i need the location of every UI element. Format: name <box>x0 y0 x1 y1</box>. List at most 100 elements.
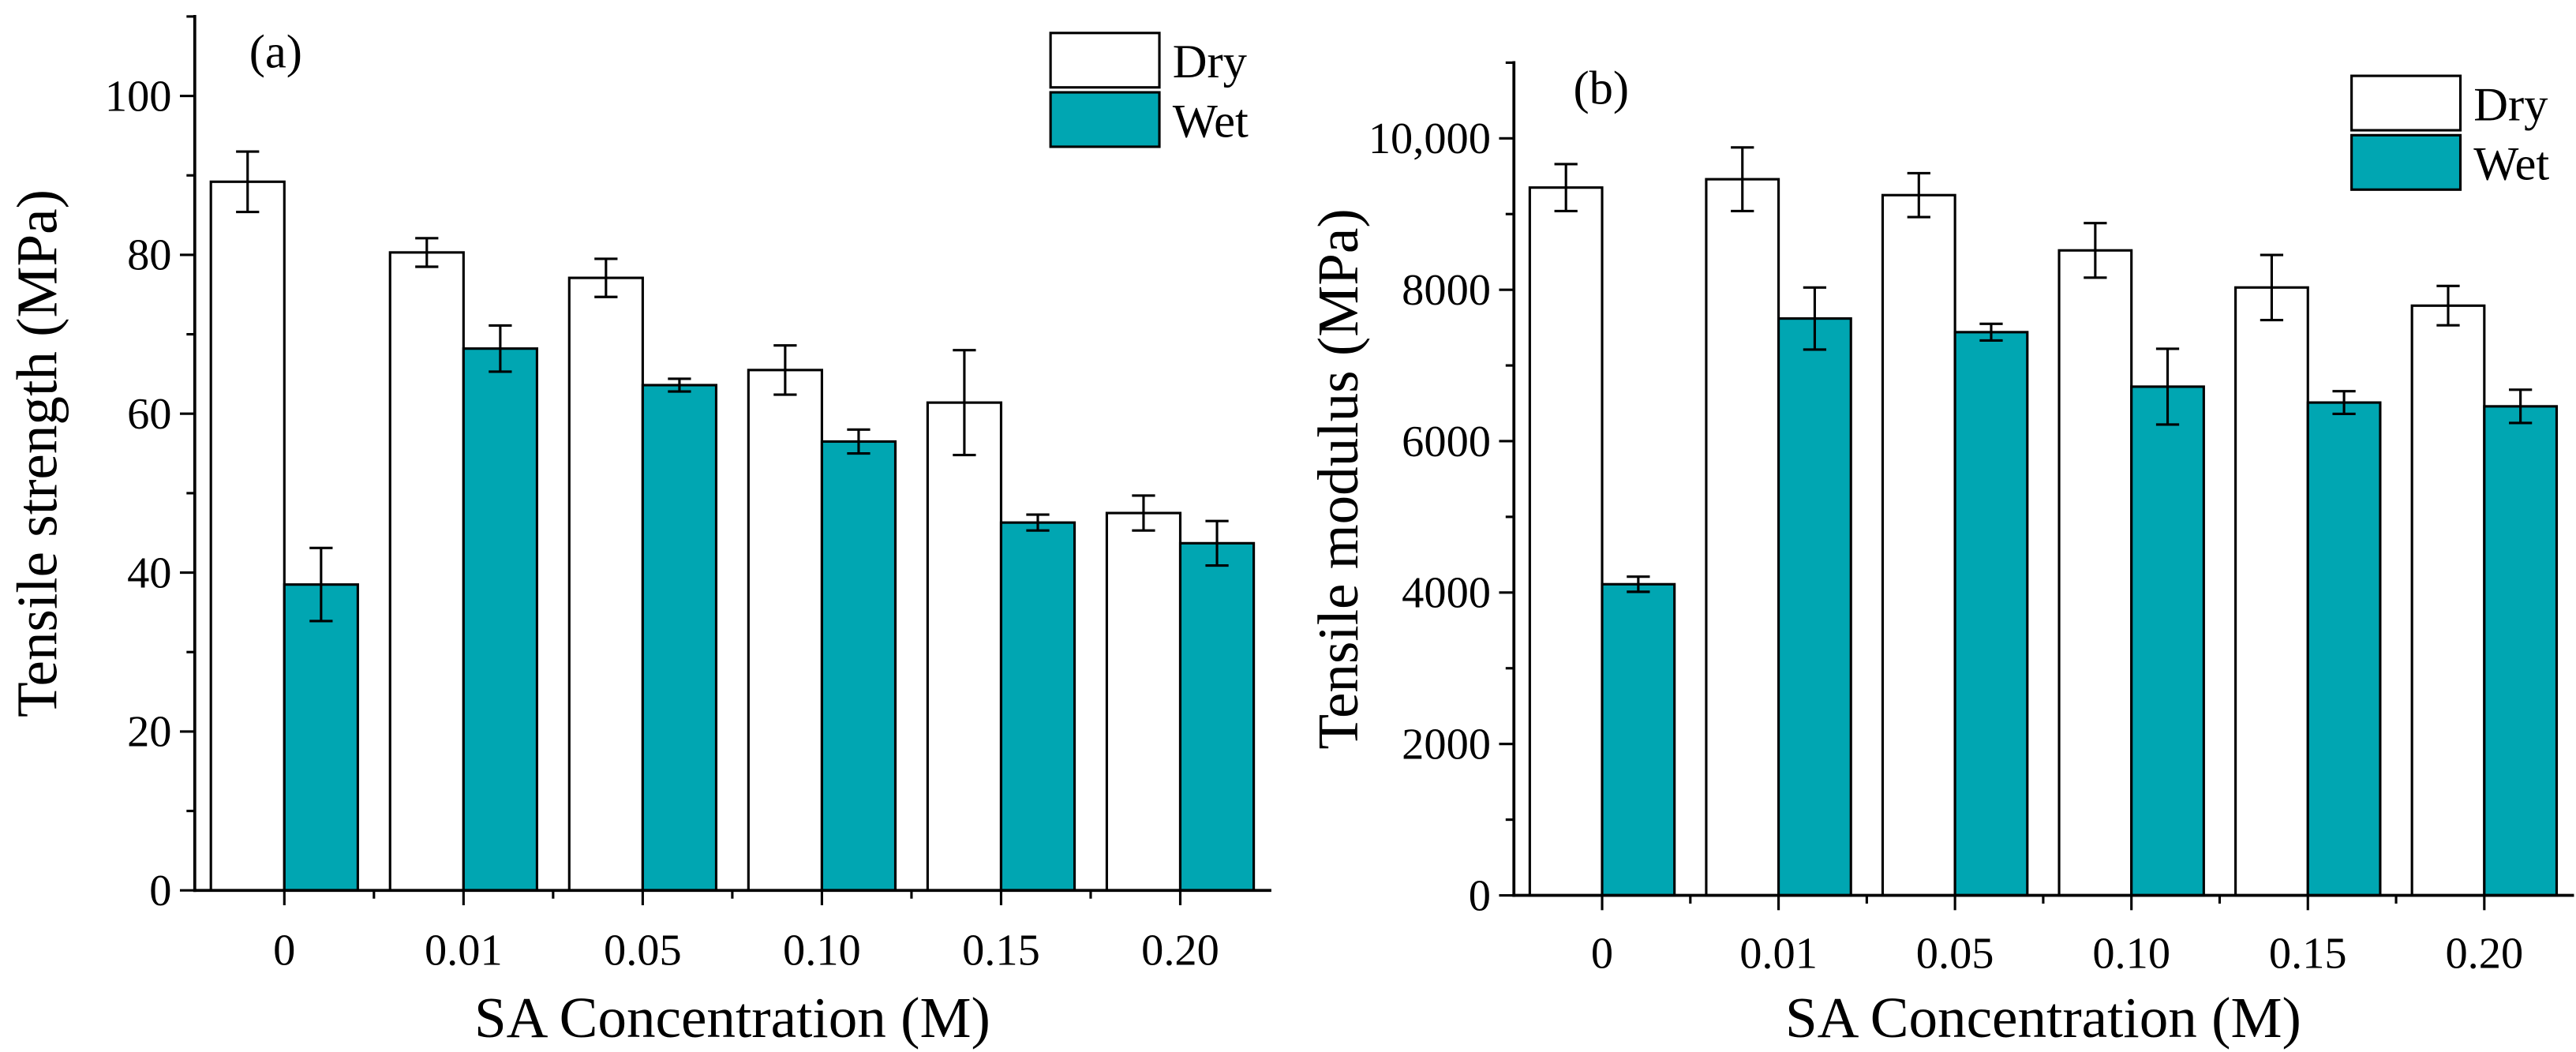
bar-wet-1 <box>462 347 538 892</box>
legend-swatch-dry <box>1049 32 1161 89</box>
error-bar-dry-2 <box>594 257 618 298</box>
bar-dry-1 <box>388 251 465 892</box>
error-bar-dry-3 <box>773 344 797 396</box>
y-tick-label: 4000 <box>1402 569 1491 618</box>
tick-labels: 0 2000 4000 6000 8000 10,000 0 0.01 0.05 0.10 0.15… <box>1368 114 2523 978</box>
error-bar-dry-4 <box>953 349 976 457</box>
legend-item-wet: Wet <box>1049 91 1249 148</box>
bar-wet-1 <box>1777 317 1852 897</box>
x-tick-label: 0.15 <box>2269 929 2347 978</box>
y-axis-label: Tensile strength (MPa) <box>5 189 69 717</box>
bar-dry-2 <box>1881 193 1956 897</box>
legend: Dry Wet <box>1049 32 1249 148</box>
bars <box>209 180 1256 892</box>
error-bar-wet-3 <box>847 428 871 455</box>
bar-dry-4 <box>926 401 1003 892</box>
error-bar-dry-3 <box>2084 222 2107 279</box>
bar-dry-0 <box>1528 186 1604 897</box>
legend-swatch-wet <box>1049 91 1161 148</box>
error-bar-wet-3 <box>2155 347 2180 426</box>
error-bars <box>1554 146 2533 593</box>
y-tick-label: 8000 <box>1402 266 1491 315</box>
error-bar-dry-5 <box>1132 494 1155 532</box>
x-tick-label: 0.10 <box>2092 929 2170 978</box>
error-bar-dry-0 <box>236 150 260 214</box>
x-tick-label: 0 <box>1591 929 1613 978</box>
x-tick-label: 0.20 <box>2445 929 2523 978</box>
error-bar-wet-0 <box>1627 575 1650 593</box>
legend-item-wet: Wet <box>2350 133 2549 191</box>
y-tick-label: 10,000 <box>1368 114 1491 163</box>
legend-label-dry: Dry <box>1173 36 1248 88</box>
x-tick-label: 0 <box>273 926 295 975</box>
error-bar-wet-2 <box>1979 322 2003 342</box>
ticks <box>1499 61 2486 911</box>
x-axis-label: SA Concentration (M) <box>474 986 990 1050</box>
bar-wet-4 <box>2306 401 2382 897</box>
error-bar-dry-5 <box>2436 284 2460 327</box>
bar-dry-0 <box>209 180 286 892</box>
x-tick-label: 0.05 <box>1916 929 1994 978</box>
x-tick-label: 0.15 <box>962 926 1040 975</box>
x-tick-label: 0.05 <box>604 926 682 975</box>
legend: Dry Wet <box>2350 74 2549 191</box>
bar-wet-3 <box>820 440 897 892</box>
error-bar-wet-2 <box>668 377 691 393</box>
error-bar-wet-5 <box>2509 388 2533 425</box>
y-axis-label: Tensile modulus (MPa) <box>1306 208 1370 749</box>
x-tick-label: 0.10 <box>783 926 861 975</box>
error-bar-dry-1 <box>415 237 439 268</box>
error-bar-wet-1 <box>1803 286 1827 351</box>
legend-item-dry: Dry <box>1049 32 1248 89</box>
y-tick-label: 20 <box>127 708 171 757</box>
y-tick-label: 40 <box>127 548 171 597</box>
legend-label-wet: Wet <box>1173 95 1249 148</box>
error-bar-wet-1 <box>489 324 512 373</box>
error-bar-wet-0 <box>309 546 333 623</box>
y-tick-label: 0 <box>1469 871 1491 920</box>
y-tick-label: 0 <box>149 867 171 915</box>
y-tick-label: 6000 <box>1402 417 1491 466</box>
error-bar-wet-4 <box>1026 513 1050 532</box>
y-tick-label: 2000 <box>1402 720 1491 769</box>
bar-wet-0 <box>1601 582 1676 897</box>
bar-dry-5 <box>2410 304 2486 897</box>
error-bar-dry-4 <box>2260 253 2284 322</box>
error-bar-wet-4 <box>2332 390 2356 416</box>
error-bar-dry-2 <box>1907 171 1930 219</box>
bar-wet-3 <box>2130 385 2205 897</box>
x-tick-label: 0.01 <box>425 926 503 975</box>
legend-swatch-wet <box>2350 133 2462 191</box>
bar-wet-2 <box>641 384 718 892</box>
y-tick-label: 100 <box>105 72 172 121</box>
panel-label: (b) <box>1573 62 1629 115</box>
bar-wet-0 <box>283 583 359 892</box>
bar-dry-2 <box>567 276 644 892</box>
bar-wet-5 <box>1178 541 1256 892</box>
bars <box>1528 178 2559 897</box>
legend-swatch-dry <box>2350 74 2462 132</box>
bar-dry-5 <box>1105 511 1182 892</box>
panel-label: (a) <box>249 26 302 79</box>
bar-dry-3 <box>2057 249 2133 897</box>
y-tick-label: 80 <box>127 231 171 280</box>
x-tick-label: 0.20 <box>1141 926 1219 975</box>
error-bar-dry-0 <box>1554 163 1578 212</box>
legend-label-dry: Dry <box>2473 79 2548 132</box>
ticks <box>179 15 1182 906</box>
bar-wet-5 <box>2483 405 2559 897</box>
x-tick-label: 0.01 <box>1739 929 1818 978</box>
error-bar-wet-5 <box>1205 519 1229 567</box>
panel-a: 0 20 40 60 80 100 0 0.01 0.05 0.10 0.15 0.20 SA Conc… <box>5 15 1271 1050</box>
legend-item-dry: Dry <box>2350 74 2548 132</box>
tick-labels: 0 20 40 60 80 100 0 0.01 0.05 0.10 0.15 0.20 <box>105 72 1219 975</box>
bar-wet-4 <box>999 521 1076 892</box>
bar-dry-4 <box>2234 286 2309 897</box>
error-bar-dry-1 <box>1731 146 1754 212</box>
panel-b: 0 2000 4000 6000 8000 10,000 0 0.01 0.05 0.10 0.15… <box>1306 61 2574 1050</box>
bar-dry-1 <box>1705 178 1780 897</box>
bar-wet-2 <box>1953 331 2029 897</box>
y-tick-label: 60 <box>127 390 171 439</box>
bar-dry-3 <box>747 369 823 892</box>
